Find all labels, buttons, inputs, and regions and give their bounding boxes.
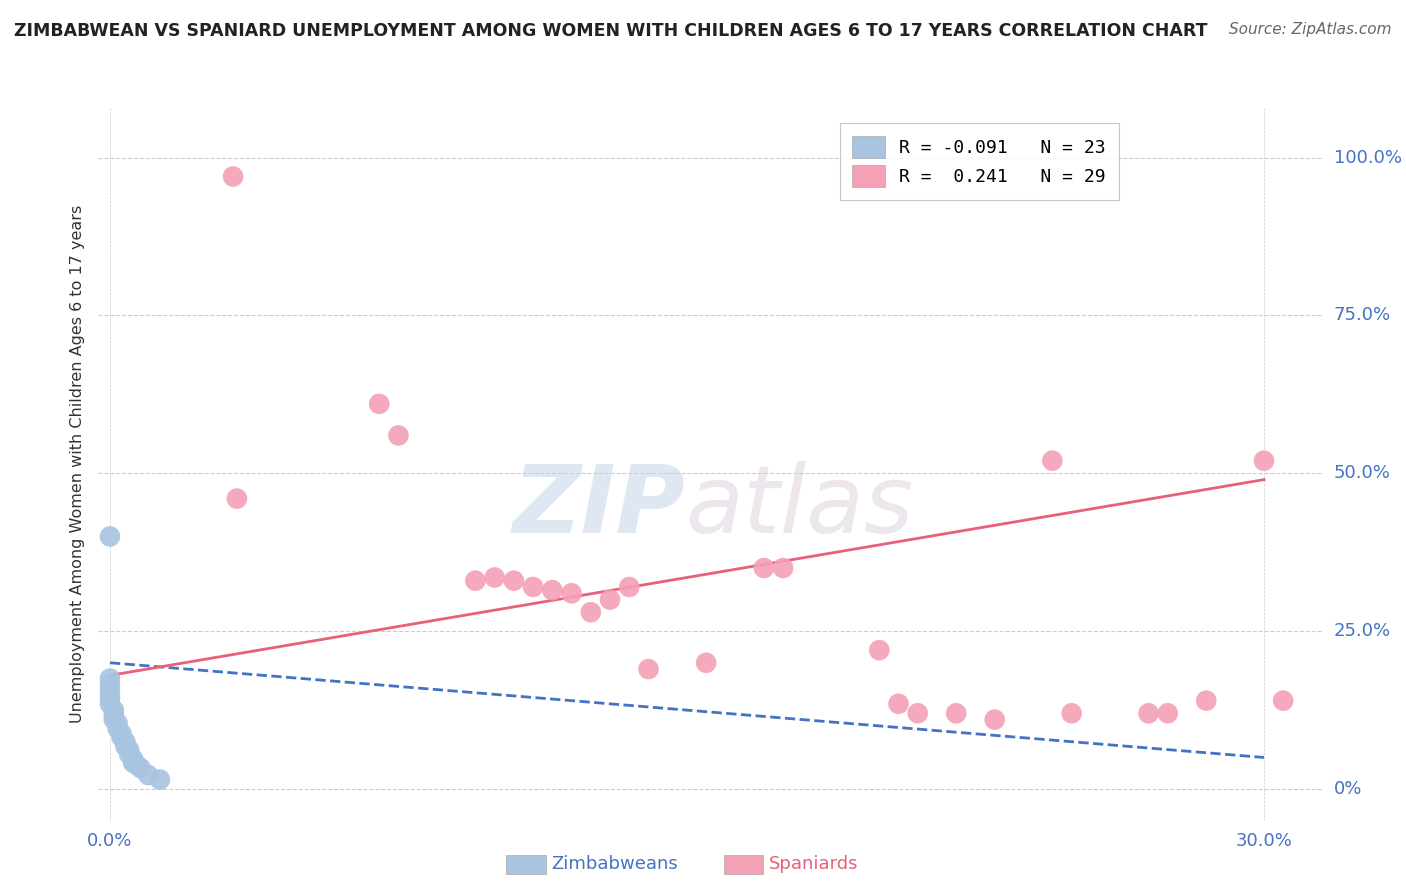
Point — [103, 703, 125, 717]
Text: 50.0%: 50.0% — [1334, 465, 1391, 483]
Point — [1137, 706, 1160, 721]
Point — [107, 722, 129, 736]
Point — [1060, 706, 1083, 721]
Text: atlas: atlas — [686, 461, 914, 552]
Text: 25.0%: 25.0% — [1334, 623, 1391, 640]
Point — [1272, 693, 1295, 707]
Point — [118, 743, 141, 757]
Point — [118, 747, 141, 762]
Point — [1253, 453, 1275, 467]
Point — [983, 713, 1005, 727]
Point — [98, 684, 121, 698]
Point — [103, 707, 125, 722]
Point — [752, 561, 775, 575]
Text: 0%: 0% — [1334, 780, 1362, 798]
Text: Zimbabweans: Zimbabweans — [551, 855, 678, 873]
Point — [464, 574, 486, 588]
Point — [368, 397, 391, 411]
Point — [98, 697, 121, 711]
Point — [129, 761, 152, 775]
Point — [695, 656, 717, 670]
Point — [98, 690, 121, 705]
Text: 75.0%: 75.0% — [1334, 307, 1391, 325]
Point — [637, 662, 659, 676]
Point — [98, 529, 121, 543]
Point — [522, 580, 544, 594]
Point — [868, 643, 890, 657]
Point — [772, 561, 794, 575]
Point — [98, 678, 121, 692]
Point — [125, 758, 148, 772]
Point — [110, 731, 132, 745]
Point — [387, 428, 409, 442]
Point — [561, 586, 583, 600]
Point — [579, 605, 602, 619]
Point — [98, 672, 121, 686]
Text: 100.0%: 100.0% — [1334, 149, 1402, 167]
Text: ZIMBABWEAN VS SPANIARD UNEMPLOYMENT AMONG WOMEN WITH CHILDREN AGES 6 TO 17 YEARS: ZIMBABWEAN VS SPANIARD UNEMPLOYMENT AMON… — [14, 22, 1208, 40]
Point — [103, 713, 125, 727]
Point — [1157, 706, 1180, 721]
Point — [887, 697, 910, 711]
Point — [1195, 693, 1218, 707]
Point — [149, 772, 172, 787]
Y-axis label: Unemployment Among Women with Children Ages 6 to 17 years: Unemployment Among Women with Children A… — [70, 205, 86, 723]
Point — [484, 570, 506, 584]
Point — [122, 756, 145, 770]
Text: Spaniards: Spaniards — [769, 855, 859, 873]
Point — [122, 752, 145, 766]
Point — [222, 169, 245, 184]
Text: Source: ZipAtlas.com: Source: ZipAtlas.com — [1229, 22, 1392, 37]
Point — [945, 706, 967, 721]
Point — [1040, 453, 1063, 467]
Point — [138, 768, 160, 782]
Point — [619, 580, 641, 594]
Point — [907, 706, 929, 721]
Point — [502, 574, 524, 588]
Text: ZIP: ZIP — [513, 460, 686, 553]
Legend: R = -0.091   N = 23, R =  0.241   N = 29: R = -0.091 N = 23, R = 0.241 N = 29 — [839, 123, 1119, 200]
Point — [114, 735, 136, 749]
Point — [599, 592, 621, 607]
Point — [114, 739, 136, 753]
Point — [107, 716, 129, 731]
Point — [541, 583, 564, 598]
Point — [225, 491, 247, 506]
Point — [110, 726, 132, 740]
